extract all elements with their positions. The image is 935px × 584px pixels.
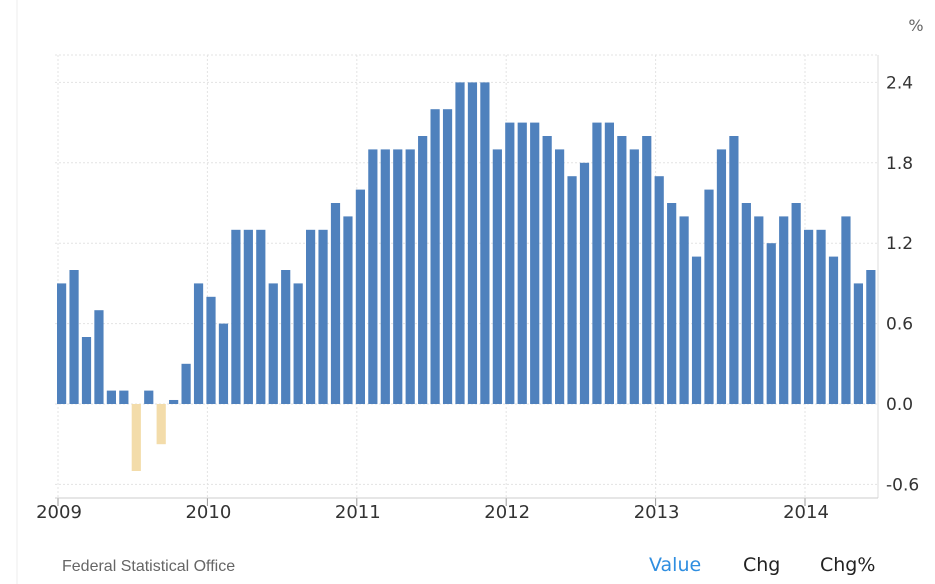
x-tick-label: 2010 (185, 502, 231, 523)
bar[interactable] (169, 399, 179, 404)
bar[interactable] (368, 149, 378, 404)
bar[interactable] (654, 176, 664, 404)
y-tick-label: -0.6 (886, 475, 919, 495)
bar[interactable] (480, 82, 490, 405)
bar[interactable] (81, 337, 92, 404)
bar[interactable] (754, 216, 764, 404)
bar[interactable] (505, 122, 515, 404)
bar[interactable] (542, 136, 552, 404)
bar[interactable] (691, 256, 702, 404)
bar[interactable] (816, 229, 826, 404)
bar[interactable] (704, 189, 714, 404)
bar[interactable] (841, 216, 851, 404)
bar[interactable] (418, 136, 428, 404)
bar[interactable] (131, 404, 141, 471)
bar[interactable] (343, 216, 353, 404)
bar[interactable] (380, 149, 390, 404)
bar[interactable] (94, 310, 104, 404)
bar[interactable] (492, 149, 502, 404)
x-tick-label: 2014 (783, 502, 829, 523)
bar[interactable] (791, 203, 801, 404)
bar[interactable] (517, 122, 527, 404)
bar[interactable] (181, 363, 191, 404)
bar[interactable] (592, 122, 602, 404)
bar[interactable] (804, 229, 814, 404)
tab-chg-pct[interactable]: Chg% (820, 554, 876, 576)
bar[interactable] (281, 270, 291, 404)
bar[interactable] (393, 149, 403, 404)
y-tick-label: 0.0 (886, 395, 913, 415)
y-tick-label: 1.2 (886, 234, 913, 254)
x-tick-label: 2013 (634, 502, 680, 523)
bar[interactable] (69, 270, 79, 404)
unit-label: % (908, 16, 923, 35)
bar[interactable] (306, 229, 316, 404)
bar[interactable] (231, 229, 241, 404)
bar[interactable] (405, 149, 415, 404)
bar[interactable] (729, 136, 739, 404)
bar[interactable] (766, 243, 776, 404)
tab-value[interactable]: Value (649, 554, 702, 576)
x-tick-label: 2009 (36, 502, 82, 523)
bar[interactable] (853, 283, 863, 404)
axes: 2.4 1.8 1.2 0.6 0.0 -0.6 2009 2010 2011 2012 2013 2… (36, 55, 919, 523)
bar[interactable] (206, 296, 216, 404)
bar[interactable] (642, 136, 652, 404)
bars (57, 82, 876, 471)
bar[interactable] (604, 122, 614, 404)
bar[interactable] (243, 229, 253, 404)
bar[interactable] (741, 203, 751, 404)
bar[interactable] (218, 323, 229, 404)
bar[interactable] (455, 82, 465, 405)
bar[interactable] (617, 136, 627, 404)
source-label: Federal Statistical Office (62, 558, 236, 575)
bar[interactable] (667, 203, 677, 404)
bar[interactable] (716, 149, 727, 404)
tab-chg[interactable]: Chg (743, 554, 781, 576)
bar[interactable] (567, 176, 577, 404)
bar[interactable] (57, 283, 67, 404)
bar[interactable] (106, 390, 116, 404)
bar[interactable] (330, 203, 341, 404)
bar[interactable] (144, 390, 154, 404)
bar[interactable] (119, 390, 129, 404)
bar[interactable] (293, 283, 303, 404)
bar[interactable] (193, 283, 204, 404)
bar[interactable] (268, 283, 278, 404)
bar[interactable] (256, 229, 266, 404)
bar[interactable] (430, 109, 440, 404)
y-tick-label: 2.4 (886, 73, 913, 93)
bar[interactable] (866, 270, 876, 404)
y-tick-label: 1.8 (886, 154, 913, 174)
x-tick-label: 2012 (484, 502, 530, 523)
bar[interactable] (779, 216, 789, 404)
bar[interactable] (555, 149, 565, 404)
bar[interactable] (530, 122, 540, 404)
y-tick-label: 0.6 (886, 315, 913, 335)
bar[interactable] (828, 256, 839, 404)
bar[interactable] (355, 189, 365, 404)
bar[interactable] (629, 149, 639, 404)
bar[interactable] (156, 404, 166, 445)
bar[interactable] (318, 229, 328, 404)
bar[interactable] (679, 216, 689, 404)
bar[interactable] (579, 162, 590, 404)
bar[interactable] (442, 109, 453, 404)
x-tick-label: 2011 (335, 502, 381, 523)
bar[interactable] (467, 82, 478, 405)
